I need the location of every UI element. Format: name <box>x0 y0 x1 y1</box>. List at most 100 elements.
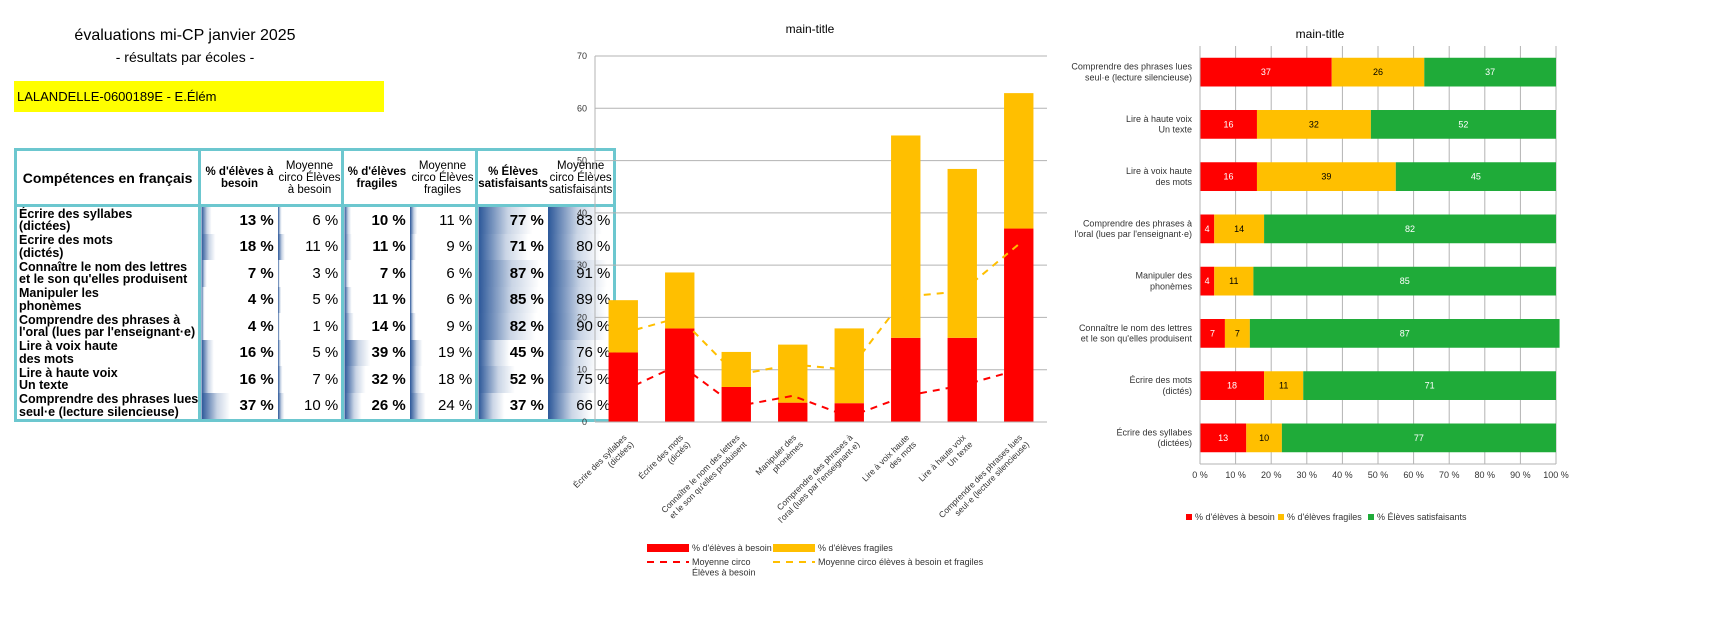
bar-segment <box>1200 371 1265 400</box>
data-label: 32 <box>1309 119 1319 129</box>
row-label: Comprendre des phrases à l'oral (lues par… <box>19 313 196 340</box>
cell-fragiles: 10 % <box>341 205 410 234</box>
x-tick-label: Manipuler desphonèmes <box>753 432 805 484</box>
bar <box>721 351 751 387</box>
bar-segment <box>1331 57 1425 87</box>
y-tick-label: 20 <box>577 312 587 322</box>
bar <box>1004 93 1034 229</box>
y-tick-label: Connaître le nom des lettres et le son qu… <box>1079 323 1193 344</box>
bar-segment <box>1200 162 1257 191</box>
table-row: Lire à voix haute des mots 16 % 5 % 39 % 19 %… <box>16 339 615 366</box>
cell-moy-satisfaisants: 76 % <box>547 339 615 366</box>
vertical-stacked-chart: 0 10 20 30 40 50 60 70 Écrire des syllabes(dicté… <box>571 51 1047 577</box>
legend-swatch <box>1186 514 1192 520</box>
cell-fragiles: 26 % <box>341 392 410 421</box>
legend-swatch <box>1278 514 1284 520</box>
table-row: Comprendre des phrases lues seul·e (lectu… <box>16 392 615 421</box>
bar <box>778 344 808 403</box>
header-satisfaisants: % Élèves satisfaisants <box>475 149 548 207</box>
page-subtitle: - résultats par écoles - <box>115 49 255 65</box>
cell-fragiles: 11 % <box>341 286 410 313</box>
bar-segment <box>1200 319 1225 348</box>
bar-segment <box>1246 423 1282 453</box>
cell-satisfaisants: 52 % <box>475 366 548 393</box>
bar-segment <box>1424 57 1556 87</box>
cell-moy-satisfaisants: 91 % <box>547 260 615 287</box>
data-label: 7 <box>1235 328 1240 338</box>
bar-segment <box>1214 266 1254 296</box>
data-label: 37 <box>1261 67 1271 77</box>
bar-segment <box>1256 110 1371 139</box>
cell-satisfaisants: 82 % <box>475 313 548 340</box>
data-label: 7 <box>1210 328 1215 338</box>
data-label: 10 <box>1259 433 1269 443</box>
data-label: 77 <box>1414 433 1424 443</box>
legend-label: % d'élèves fragiles <box>1287 512 1362 522</box>
bar-segment <box>1200 423 1247 453</box>
table-row: Écrire des mots (dictés) 18 % 11 % 11 % 9 % 71… <box>16 233 615 260</box>
bar <box>834 403 864 422</box>
table-header-row: Compétences en français % d'élèves à bes… <box>15 149 615 207</box>
cell-besoin: 16 % <box>198 339 278 366</box>
cell-satisfaisants: 87 % <box>475 260 548 287</box>
data-label: 37 <box>1485 67 1495 77</box>
table-row: Manipuler les phonèmes 4 % 5 % 11 % 6 % 85 % 89… <box>16 286 615 313</box>
cell-moy-besoin: 5 % <box>277 286 343 313</box>
cell-moy-besoin: 6 % <box>277 205 343 234</box>
x-tick-label: Écrire des mots(dictés) <box>636 432 692 488</box>
header-moy-fragiles: Moyenne circo Élèves fragiles <box>409 149 477 207</box>
cell-moy-satisfaisants: 83 % <box>547 205 615 234</box>
legend-swatch <box>773 544 815 552</box>
bar <box>947 337 977 422</box>
x-tick-label: 70 % <box>1439 470 1460 480</box>
school-name-banner: LALANDELLE-0600189E - E.Élém <box>14 81 384 112</box>
bar-segment <box>1200 57 1332 87</box>
data-label: 85 <box>1400 276 1410 286</box>
y-tick-label: Comprendre des phrases lues seul·e (lectu… <box>1071 62 1192 83</box>
y-tick-label: 50 <box>577 156 587 166</box>
cell-moy-fragiles: 18 % <box>409 366 477 393</box>
cell-besoin: 4 % <box>198 313 278 340</box>
bar-segment <box>1214 214 1265 244</box>
table-row: Comprendre des phrases à l'oral (lues par… <box>16 313 615 340</box>
data-label: 82 <box>1405 224 1415 234</box>
y-tick-label: Lire à voix haute des mots <box>1126 166 1193 187</box>
x-tick-label: 60 % <box>1403 470 1424 480</box>
row-label: Lire à voix haute des mots <box>19 339 118 366</box>
table-row: Lire à haute voix Un texte 16 % 7 % 32 % 18 %… <box>16 366 615 393</box>
x-tick-label: Écrire des syllabes(dictées) <box>571 432 636 497</box>
cell-besoin: 18 % <box>198 233 278 260</box>
legend-label: Moyenne circo élèves à besoin et fragile… <box>818 557 984 567</box>
cell-moy-fragiles: 6 % <box>409 260 477 287</box>
cell-moy-satisfaisants: 80 % <box>547 233 615 260</box>
cell-besoin: 7 % <box>198 260 278 287</box>
cell-moy-fragiles: 6 % <box>409 286 477 313</box>
bar <box>608 352 638 422</box>
legend-label: % d'élèves fragiles <box>818 543 893 553</box>
data-label: 13 <box>1218 433 1228 443</box>
results-table: Compétences en français % d'élèves à bes… <box>14 148 617 422</box>
bar-segment <box>1303 371 1556 400</box>
x-tick-label: 90 % <box>1510 470 1531 480</box>
y-tick-label: Comprendre des phrases à l'oral (lues par… <box>1075 218 1193 239</box>
data-label: 45 <box>1471 172 1481 182</box>
data-label: 11 <box>1229 276 1238 286</box>
cell-besoin: 37 % <box>198 392 278 421</box>
y-tick-label: Écrire des mots (dictés) <box>1129 375 1192 396</box>
bar-segment <box>1281 423 1556 453</box>
y-tick-label: 0 <box>582 417 587 427</box>
bar <box>834 328 864 404</box>
bar <box>665 328 695 422</box>
bar-segment <box>1200 110 1257 139</box>
cell-moy-besoin: 11 % <box>277 233 343 260</box>
cell-moy-besoin: 7 % <box>277 366 343 393</box>
table-row: Écrire des syllabes (dictées) 13 % 6 % 10 % 1… <box>16 205 615 234</box>
cell-satisfaisants: 85 % <box>475 286 548 313</box>
data-label: 4 <box>1205 276 1210 286</box>
cell-satisfaisants: 37 % <box>475 392 548 421</box>
cell-moy-satisfaisants: 75 % <box>547 366 615 393</box>
bar-segment <box>1395 162 1556 191</box>
cell-moy-fragiles: 24 % <box>409 392 477 421</box>
legend-swatch <box>647 544 689 552</box>
data-label: 52 <box>1458 119 1468 129</box>
